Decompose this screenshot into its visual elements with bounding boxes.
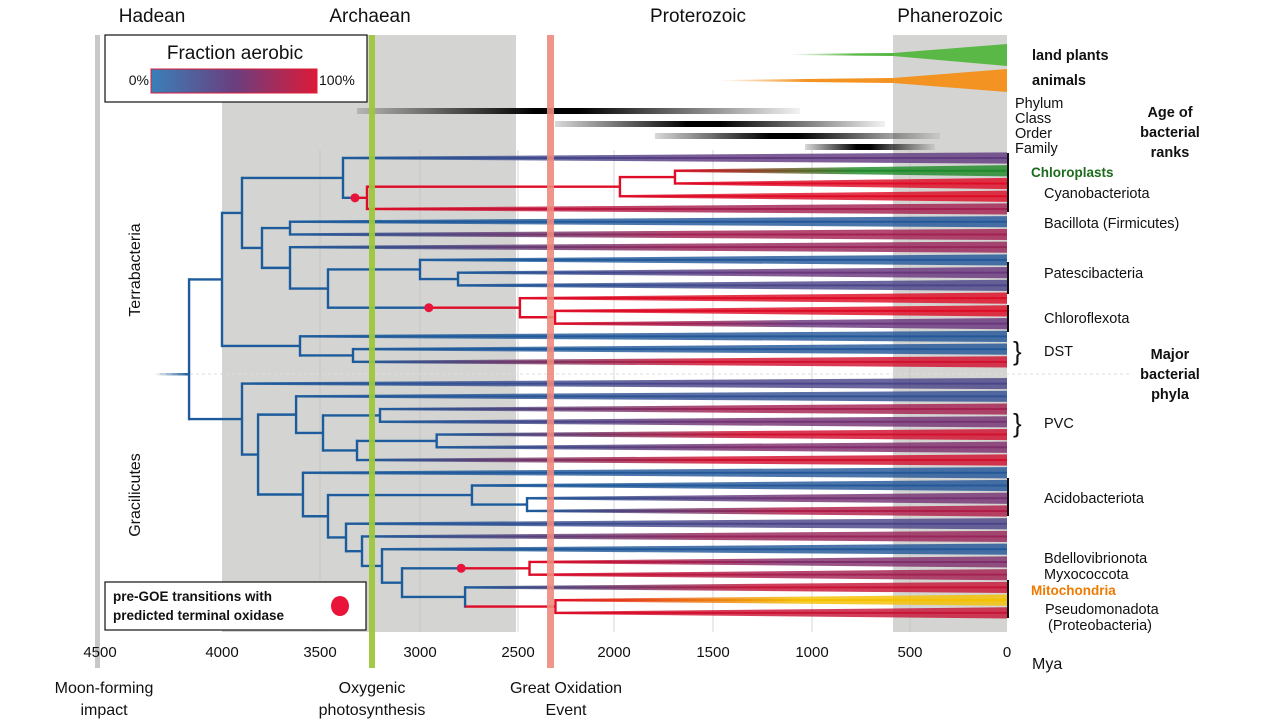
era-archaean: Archaean: [329, 6, 410, 27]
myxococcota-label: Myxococcota: [1044, 567, 1130, 583]
pre-goe-legend-line1: pre-GOE transitions with: [113, 589, 272, 604]
axis-tick-label: 2500: [501, 644, 534, 661]
moon-label-2: impact: [80, 702, 128, 719]
major-phyla-title-1: Major: [1151, 347, 1190, 363]
proteobacteria-label: (Proteobacteria): [1048, 618, 1152, 634]
goe-label-2: Event: [546, 702, 587, 719]
pseudomonadota-label: Pseudomonadota: [1045, 602, 1160, 618]
land-plants-label: land plants: [1032, 48, 1109, 64]
order-age-bar: [655, 133, 940, 139]
era-proterozoic: Proterozoic: [650, 6, 746, 27]
rank-family: Family: [1015, 141, 1058, 157]
gracilicutes-label: Gracilicutes: [127, 453, 144, 537]
axis-tick-label: 4500: [83, 644, 116, 661]
fraction-aerobic-legend: Fraction aerobic 0% 100%: [104, 34, 368, 103]
family-age-bar: [805, 144, 935, 150]
animals-label: animals: [1032, 73, 1086, 89]
moon-forming-line: [95, 35, 100, 668]
rank-phylum: Phylum: [1015, 96, 1063, 112]
ranks-title-3: ranks: [1151, 145, 1190, 161]
bacillota-label: Bacillota (Firmicutes): [1044, 216, 1179, 232]
axis-unit: Mya: [1032, 656, 1062, 673]
pre-goe-legend-line2: predicted terminal oxidase: [113, 608, 285, 623]
axis-tick-label: 1000: [795, 644, 828, 661]
legend-min: 0%: [129, 72, 149, 88]
animals-wedge: [720, 69, 1007, 92]
oxygenic-label-2: photosynthesis: [319, 702, 426, 719]
legend-max: 100%: [319, 72, 355, 88]
phylogenetic-tree: [187, 152, 1008, 619]
acidobacteriota-label: Acidobacteriota: [1044, 491, 1145, 507]
axis-tick-label: 500: [897, 644, 922, 661]
patescibacteria-label: Patescibacteria: [1044, 266, 1144, 282]
era-hadean: Hadean: [119, 6, 186, 27]
major-phyla-title-3: phyla: [1151, 387, 1190, 403]
ranks-title-1: Age of: [1147, 105, 1192, 121]
ranks-title-2: bacterial: [1140, 125, 1200, 141]
moon-label-1: Moon-forming: [55, 680, 154, 697]
oxygenic-photosynthesis-line: [369, 35, 375, 668]
transition-dot-icon: [331, 596, 349, 616]
goe-line: [547, 35, 554, 668]
axis-tick-label: 1500: [696, 644, 729, 661]
axis-tick-label: 2000: [597, 644, 630, 661]
axis-tick-label: 3500: [303, 644, 336, 661]
transition-dot: [424, 303, 434, 313]
dst-brace: }: [1013, 336, 1022, 366]
phylum-age-bar: [357, 108, 800, 114]
mitochondria-label: Mitochondria: [1031, 583, 1116, 598]
dst-label: DST: [1044, 344, 1073, 360]
pvc-brace: }: [1013, 408, 1022, 438]
bdellovibrionota-label: Bdellovibrionota: [1044, 551, 1148, 567]
axis-tick-label: 3000: [403, 644, 436, 661]
terrabacteria-label: Terrabacteria: [127, 223, 144, 316]
land-plants-wedge: [790, 44, 1007, 66]
legend-gradient-bar: [150, 68, 318, 94]
major-phyla-title-2: bacterial: [1140, 367, 1200, 383]
chloroplasts-label: Chloroplasts: [1031, 165, 1114, 180]
transition-dot: [456, 563, 466, 573]
goe-label-1: Great Oxidation: [510, 680, 622, 697]
axis-tick-label: 0: [1003, 644, 1011, 661]
cyanobacteriota-label: Cyanobacteriota: [1044, 186, 1151, 202]
transition-dot: [350, 193, 360, 203]
rank-class: Class: [1015, 111, 1051, 127]
class-age-bar: [555, 121, 885, 127]
era-phanerozoic: Phanerozoic: [897, 6, 1003, 27]
oxygenic-label-1: Oxygenic: [339, 680, 406, 697]
root-stem: [155, 373, 189, 376]
legend-title: Fraction aerobic: [167, 43, 303, 64]
rank-order: Order: [1015, 126, 1052, 142]
time-axis: 4500 4000 3500 3000 2500 2000 1500 1000 500 0: [83, 644, 1011, 661]
pre-goe-legend: pre-GOE transitions with predicted termi…: [104, 581, 367, 631]
pvc-label: PVC: [1044, 416, 1074, 432]
axis-tick-label: 4000: [205, 644, 238, 661]
chloroflexota-label: Chloroflexota: [1044, 311, 1130, 327]
